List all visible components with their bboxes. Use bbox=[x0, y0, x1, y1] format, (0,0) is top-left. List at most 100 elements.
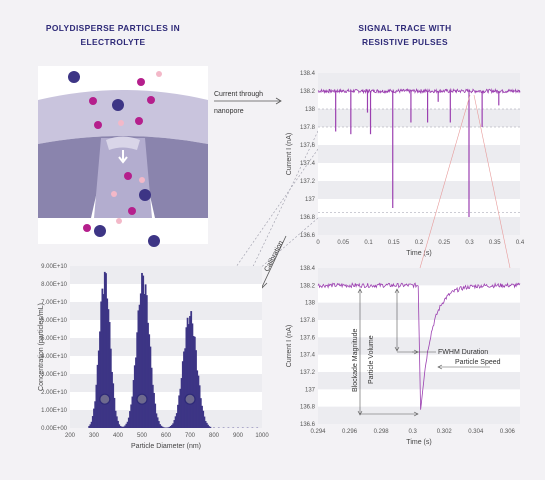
y-tick-label: 137.2 bbox=[300, 370, 316, 376]
x-tick-label: 0.302 bbox=[437, 429, 453, 435]
y-tick-label: 4.00E+10 bbox=[41, 354, 68, 360]
histogram-bar bbox=[135, 357, 137, 428]
particle-volume-label: Particle Volume bbox=[368, 335, 375, 384]
histogram-bar bbox=[99, 331, 101, 428]
histogram-bar bbox=[201, 405, 203, 428]
histogram-bar bbox=[137, 310, 140, 428]
y-tick-label: 8.00E+10 bbox=[41, 282, 68, 288]
grid-band bbox=[318, 217, 520, 235]
histogram-bar bbox=[94, 401, 97, 428]
histogram-bar bbox=[184, 348, 187, 428]
histogram-bar bbox=[117, 420, 119, 428]
histogram-bar bbox=[179, 388, 182, 428]
y-axis-label: Concentration (particles/mL) bbox=[38, 303, 45, 391]
y-tick-label: 3.00E+10 bbox=[41, 372, 68, 378]
y-tick-label: 138.4 bbox=[300, 266, 316, 272]
histogram-bar bbox=[189, 316, 191, 428]
size-marker bbox=[184, 393, 196, 405]
zoom-guide-lines bbox=[419, 94, 511, 269]
histogram-bar bbox=[207, 424, 209, 428]
x-tick-label: 0.4 bbox=[516, 240, 525, 246]
histogram-bar bbox=[119, 425, 122, 428]
x-tick-label: 0.25 bbox=[438, 240, 450, 246]
histogram-bar bbox=[193, 336, 196, 428]
current-arrow: Current through nanopore bbox=[214, 91, 282, 115]
heading-left: POLYDISPERSE PARTICLES IN ELECTROLYTE bbox=[28, 21, 198, 49]
histogram-bar bbox=[105, 273, 107, 428]
histogram-bar bbox=[155, 413, 158, 428]
x-axis-label: Particle Diameter (nm) bbox=[131, 443, 201, 450]
histogram-bar bbox=[144, 284, 147, 428]
histogram-bar bbox=[196, 370, 199, 428]
y-tick-label: 2.00E+10 bbox=[41, 390, 68, 396]
histogram-bar bbox=[131, 396, 134, 428]
x-tick-label: 0.298 bbox=[374, 429, 390, 435]
histogram-bar bbox=[132, 380, 135, 428]
particle-small bbox=[118, 120, 124, 126]
histogram-bar bbox=[161, 426, 164, 428]
grid-band bbox=[318, 73, 520, 91]
x-tick-label: 0.1 bbox=[364, 240, 373, 246]
pore-flow-arrow-icon bbox=[118, 150, 128, 164]
histogram-bar bbox=[160, 425, 163, 428]
histogram-bar bbox=[100, 301, 103, 428]
histogram-bar bbox=[197, 375, 200, 428]
size-marker bbox=[136, 393, 148, 405]
x-axis-label: Time (s) bbox=[406, 250, 431, 257]
particle-large bbox=[68, 71, 80, 83]
histogram-bar bbox=[192, 336, 195, 428]
histogram-bar bbox=[88, 425, 91, 428]
histogram-bar bbox=[208, 426, 211, 428]
y-tick-label: 1.00E+10 bbox=[41, 408, 68, 414]
x-tick-label: 800 bbox=[209, 433, 220, 439]
particle-small bbox=[156, 71, 162, 77]
x-tick-label: 300 bbox=[89, 433, 100, 439]
histogram-bar bbox=[112, 383, 115, 428]
particle-large bbox=[112, 99, 124, 111]
y-tick-label: 138.2 bbox=[300, 283, 316, 289]
particle-large bbox=[139, 189, 151, 201]
histogram-bar bbox=[111, 371, 113, 428]
particle-small bbox=[111, 191, 117, 197]
histogram-bar bbox=[141, 272, 143, 428]
y-tick-label: 137.2 bbox=[300, 179, 316, 185]
histogram-bar bbox=[106, 298, 109, 428]
y-tick-label: 0.00E+00 bbox=[41, 426, 68, 432]
histogram-bar bbox=[202, 410, 205, 428]
grid-band bbox=[318, 406, 520, 424]
histogram-bar bbox=[209, 426, 212, 428]
histogram-bar bbox=[181, 361, 184, 428]
y-tick-label: 137 bbox=[305, 387, 316, 393]
histogram-bar bbox=[114, 410, 117, 428]
grid-band bbox=[70, 266, 262, 284]
particle-small bbox=[139, 177, 145, 183]
histogram-bar bbox=[118, 424, 121, 428]
y-tick-label: 137.6 bbox=[300, 143, 316, 149]
histogram-bar bbox=[156, 417, 159, 428]
histogram-bar bbox=[145, 295, 148, 428]
histogram-bar bbox=[113, 397, 116, 428]
histogram-bar bbox=[173, 420, 176, 428]
y-tick-label: 6.00E+10 bbox=[41, 318, 68, 324]
x-tick-label: 700 bbox=[185, 433, 196, 439]
histogram-bar bbox=[109, 348, 112, 428]
nanopore-illustration bbox=[38, 66, 208, 247]
pore-entrance bbox=[106, 136, 140, 150]
particle-large bbox=[148, 235, 160, 247]
histogram-bar bbox=[177, 404, 179, 428]
grid-band bbox=[318, 109, 520, 127]
histogram-bar bbox=[178, 395, 181, 428]
y-tick-label: 136.6 bbox=[300, 233, 316, 239]
pulse-zoom-chart: 136.6 136.8 137 137.2 137.4 137.6 137.8 138 138.… bbox=[286, 266, 521, 446]
y-tick-label: 137 bbox=[305, 197, 316, 203]
current-arrow-label-1: Current through bbox=[214, 91, 263, 98]
histogram-bar bbox=[186, 317, 189, 428]
x-tick-label: 0.294 bbox=[310, 429, 326, 435]
grid-band bbox=[318, 372, 520, 390]
zoom-trace bbox=[317, 282, 521, 410]
y-axis-label: Current I (nA) bbox=[286, 133, 293, 175]
histogram-bar bbox=[175, 413, 178, 428]
histogram-bar bbox=[198, 385, 201, 428]
histogram-bar bbox=[107, 309, 110, 428]
heading-right-line1: SIGNAL TRACE WITH bbox=[358, 23, 452, 33]
